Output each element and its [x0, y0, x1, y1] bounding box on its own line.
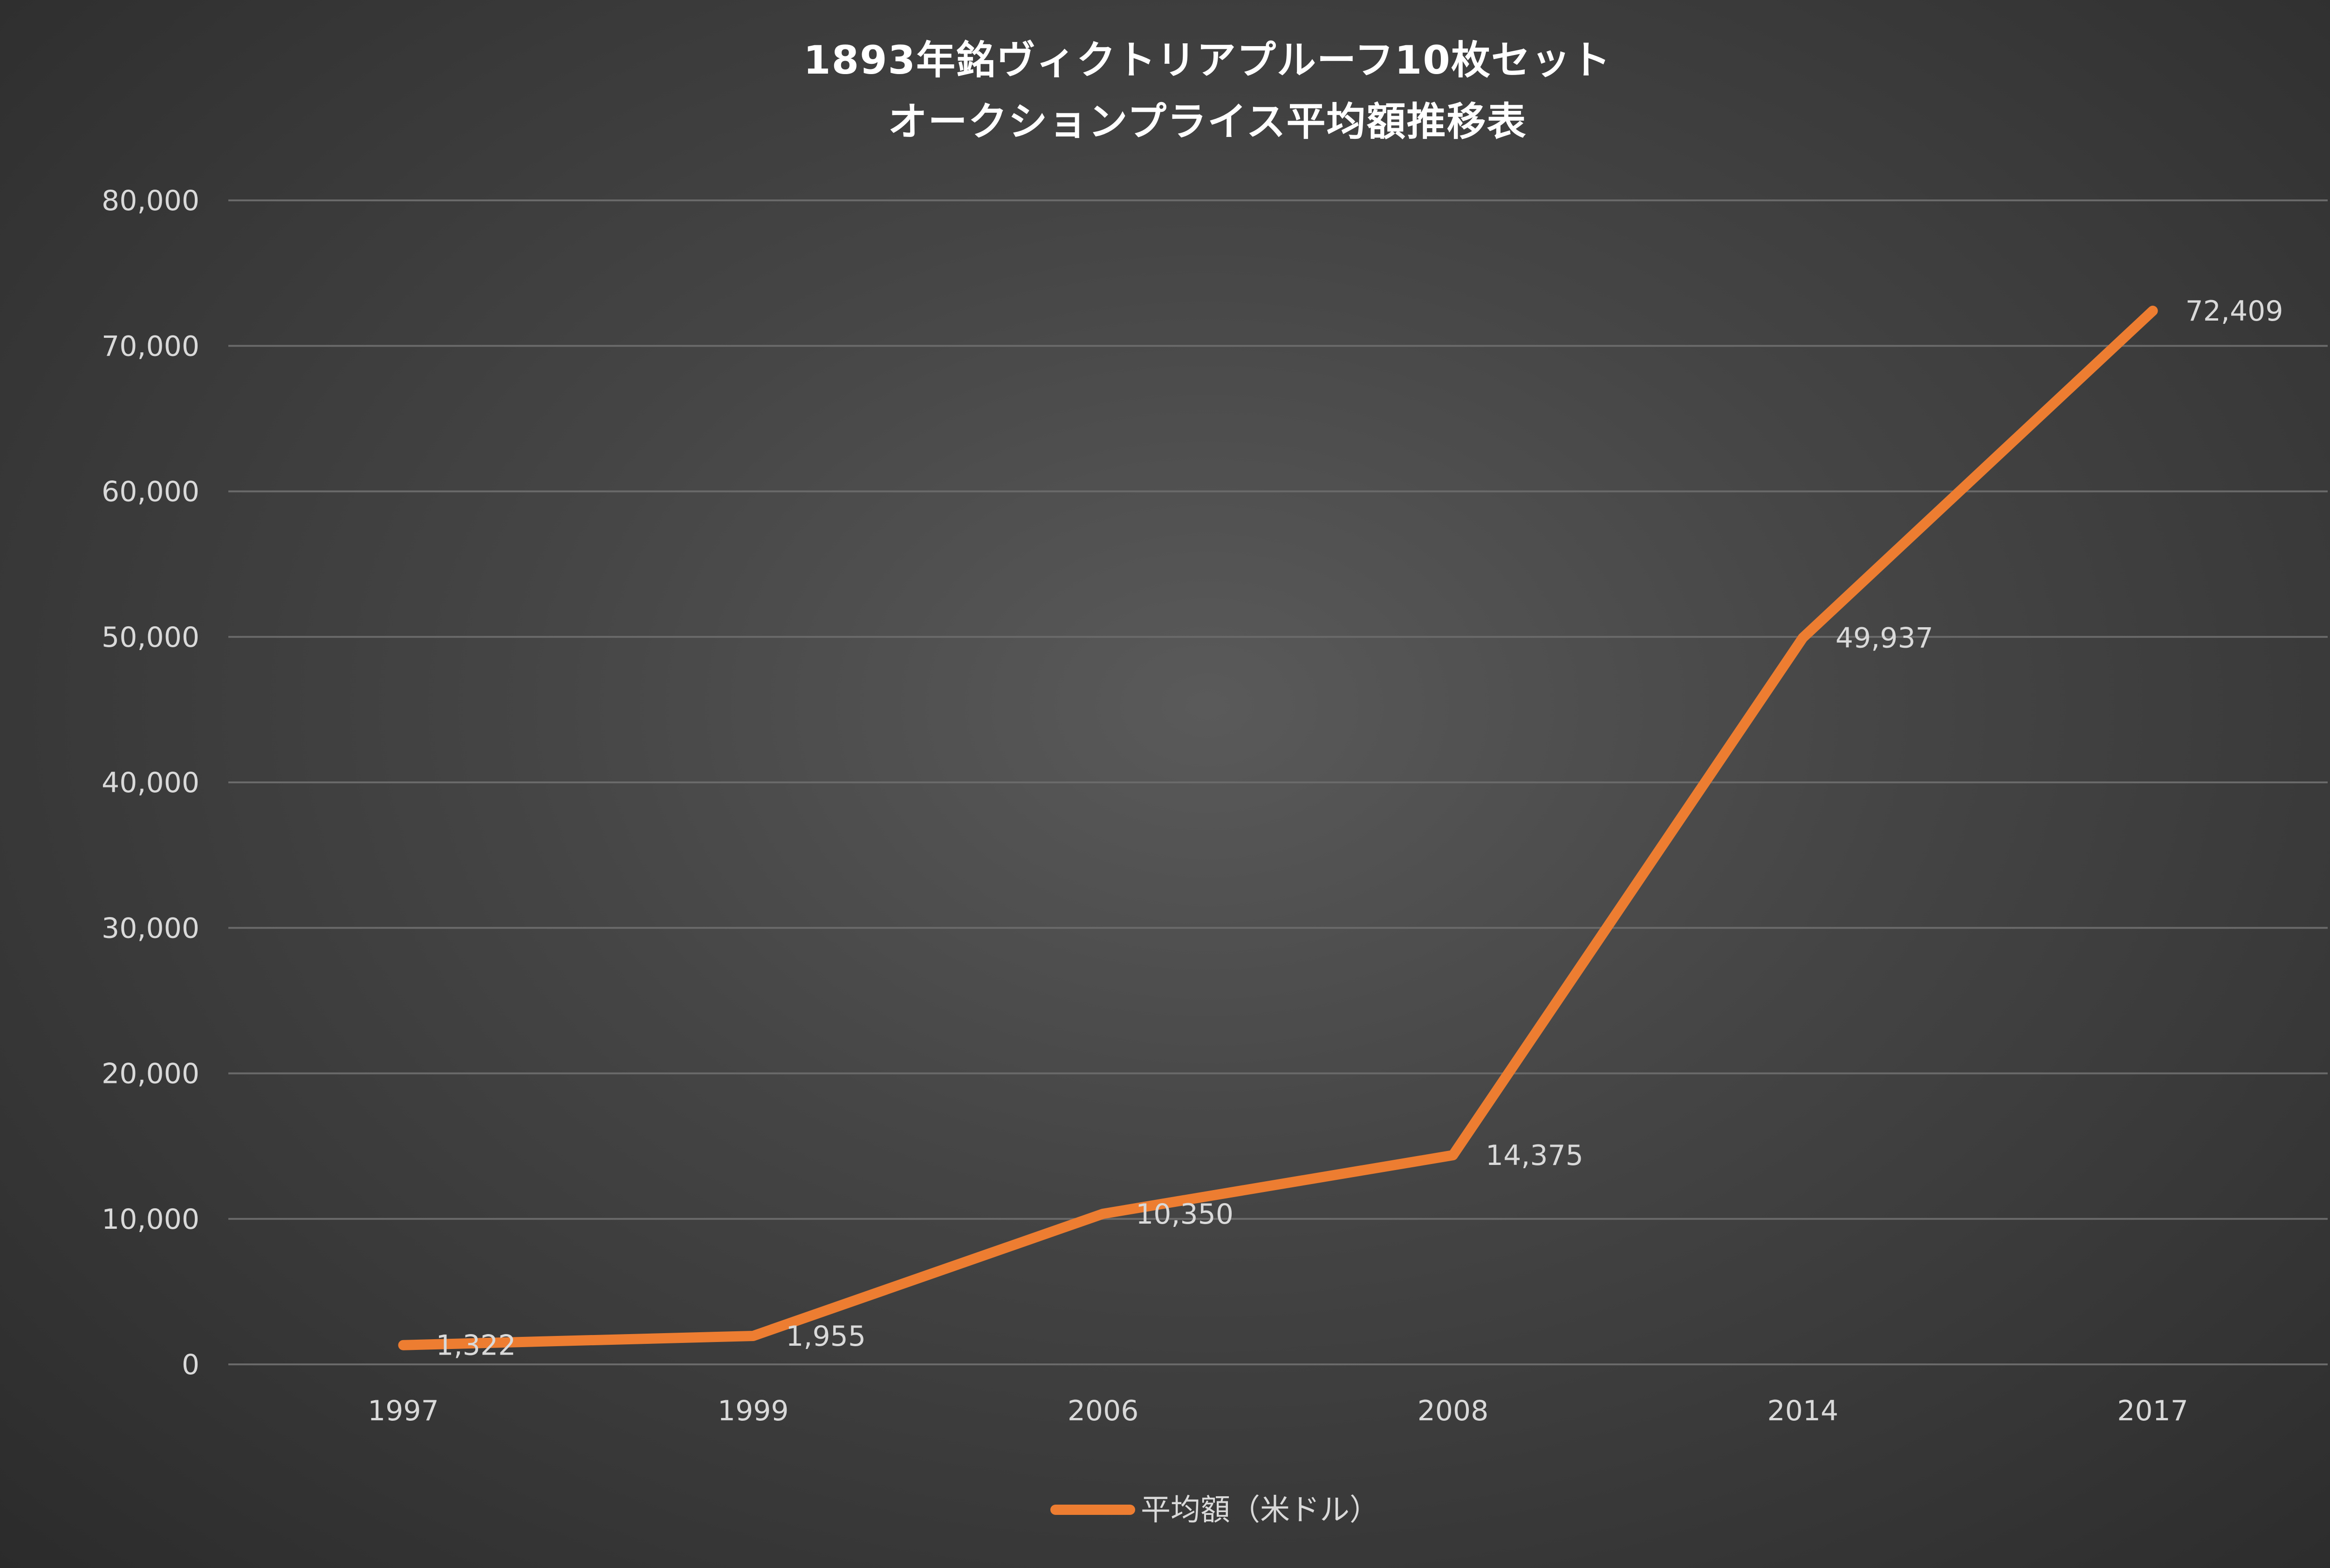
chart-title-line-1: 1893年銘ヴィクトリアプルーフ10枚セット: [803, 37, 1611, 83]
y-tick-label: 40,000: [102, 767, 199, 799]
x-tick-label: 1999: [718, 1395, 789, 1427]
chart-title: 1893年銘ヴィクトリアプルーフ10枚セット オークションプライス平均額推移表: [803, 37, 1611, 144]
series-average-price: [398, 306, 2158, 1350]
x-tick-label: 2006: [1068, 1395, 1139, 1427]
x-tick-label: 2014: [1767, 1395, 1838, 1427]
x-tick-label: 2017: [2117, 1395, 2188, 1427]
data-label: 1,955: [786, 1320, 866, 1353]
data-label: 72,409: [2186, 295, 2283, 328]
data-label: 10,350: [1136, 1198, 1234, 1231]
data-label: 1,322: [436, 1329, 516, 1362]
chart-title-line-2: オークションプライス平均額推移表: [888, 99, 1527, 144]
gridlines: [228, 199, 2328, 1365]
x-tick-label: 1997: [368, 1395, 439, 1427]
data-labels: 1,322 1,955 10,350 14,375 49,937 72,409: [436, 295, 2283, 1362]
y-axis: 0 10,000 20,000 30,000 40,000 50,000 60,000 70,…: [102, 185, 199, 1381]
y-tick-label: 20,000: [102, 1058, 199, 1090]
legend-label: 平均額（米ドル）: [1141, 1493, 1379, 1527]
x-tick-label: 2008: [1418, 1395, 1489, 1427]
data-label: 14,375: [1486, 1139, 1583, 1172]
data-label: 49,937: [1836, 622, 1933, 655]
y-tick-label: 30,000: [102, 912, 199, 945]
y-tick-label: 80,000: [102, 185, 199, 217]
legend: 平均額（米ドル）: [1050, 1493, 1379, 1527]
series-line: [398, 306, 2158, 1350]
y-tick-label: 0: [182, 1349, 199, 1381]
x-axis: 1997 1999 2006 2008 2014 2017: [368, 1395, 2188, 1427]
y-tick-label: 50,000: [102, 621, 199, 654]
y-tick-label: 10,000: [102, 1203, 199, 1236]
y-tick-label: 60,000: [102, 476, 199, 508]
y-tick-label: 70,000: [102, 330, 199, 363]
